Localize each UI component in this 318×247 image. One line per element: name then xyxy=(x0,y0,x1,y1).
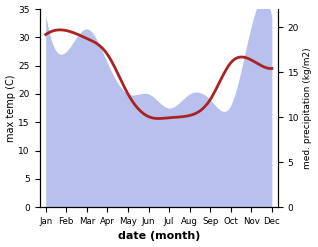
X-axis label: date (month): date (month) xyxy=(118,231,200,242)
Y-axis label: max temp (C): max temp (C) xyxy=(5,74,16,142)
Y-axis label: med. precipitation (kg/m2): med. precipitation (kg/m2) xyxy=(303,47,313,169)
